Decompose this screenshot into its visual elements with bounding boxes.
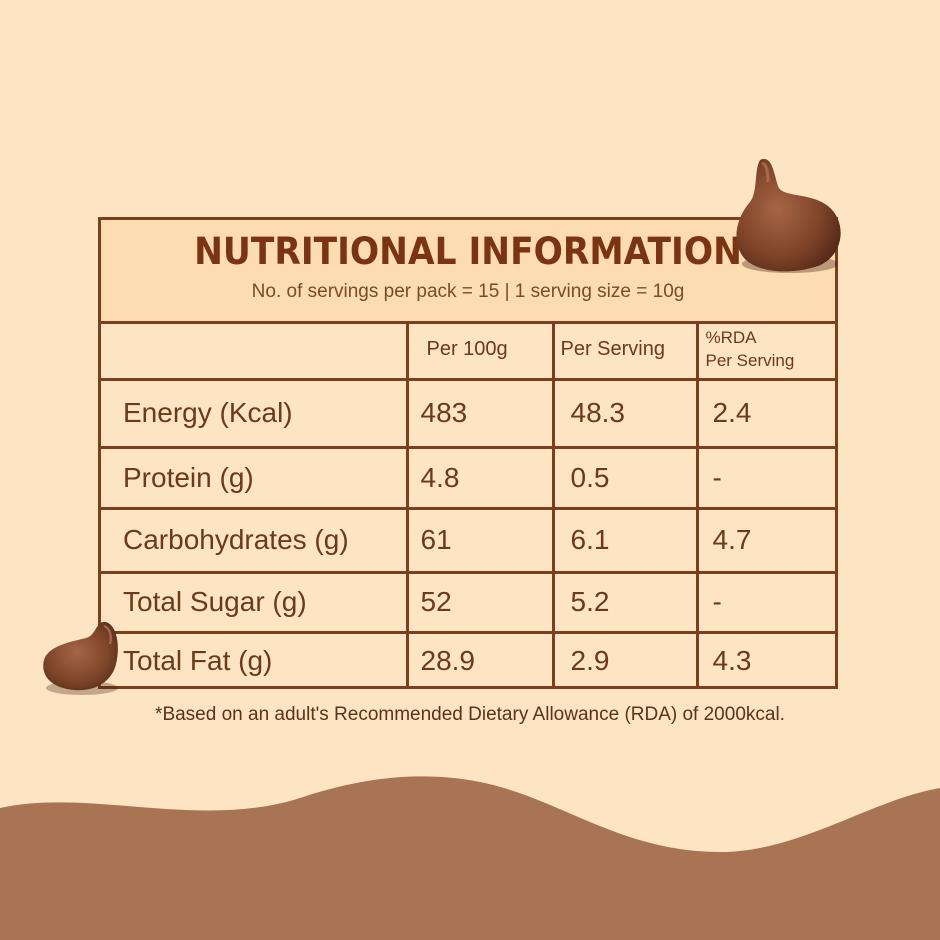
value-per-serving: 48.3 bbox=[551, 377, 699, 449]
chocolate-chip-icon bbox=[736, 158, 841, 273]
nutrient-name: Protein (g) bbox=[101, 445, 409, 510]
nutrition-panel: NUTRITIONAL INFORMATION No. of servings … bbox=[98, 217, 838, 689]
value-per-serving: 0.5 bbox=[551, 445, 699, 510]
nutrient-name: Energy (Kcal) bbox=[101, 377, 409, 449]
panel-title: NUTRITIONAL INFORMATION bbox=[194, 230, 742, 273]
rda-footnote: *Based on an adult's Recommended Dietary… bbox=[155, 704, 785, 725]
value-rda: 4.3 bbox=[695, 630, 835, 689]
table-row: Protein (g) 4.8 0.5 - bbox=[101, 445, 835, 510]
header-rda-line2: Per Serving bbox=[705, 351, 795, 371]
value-per-100g: 61 bbox=[405, 506, 555, 574]
serving-info: No. of servings per pack = 15 | 1 servin… bbox=[251, 281, 685, 302]
value-rda: 2.4 bbox=[695, 377, 835, 449]
value-per-serving: 2.9 bbox=[551, 630, 699, 689]
value-rda: - bbox=[695, 570, 835, 634]
value-rda: - bbox=[695, 445, 835, 510]
nutrition-table: Per 100g Per Serving %RDA Per Serving En… bbox=[101, 321, 835, 689]
value-rda: 4.7 bbox=[695, 506, 835, 574]
chocolate-chip-icon bbox=[43, 621, 118, 695]
nutrient-name: Total Fat (g) bbox=[101, 630, 409, 689]
table-row: Carbohydrates (g) 61 6.1 4.7 bbox=[101, 506, 835, 574]
value-per-serving: 6.1 bbox=[551, 506, 699, 574]
table-row: Energy (Kcal) 483 48.3 2.4 bbox=[101, 377, 835, 449]
header-per-serving: Per Serving bbox=[551, 321, 699, 381]
table-header-row: Per 100g Per Serving %RDA Per Serving bbox=[101, 321, 835, 381]
table-row: Total Sugar (g) 52 5.2 - bbox=[101, 570, 835, 634]
chocolate-wave bbox=[0, 776, 940, 940]
value-per-100g: 483 bbox=[405, 377, 555, 449]
header-nutrient bbox=[101, 321, 409, 381]
header-rda-line1: %RDA bbox=[705, 328, 757, 348]
value-per-100g: 4.8 bbox=[405, 445, 555, 510]
nutrient-name: Carbohydrates (g) bbox=[101, 506, 409, 574]
nutrient-name: Total Sugar (g) bbox=[101, 570, 409, 634]
value-per-serving: 5.2 bbox=[551, 570, 699, 634]
title-band: NUTRITIONAL INFORMATION No. of servings … bbox=[101, 220, 835, 324]
value-per-100g: 52 bbox=[405, 570, 555, 634]
value-per-100g: 28.9 bbox=[405, 630, 555, 689]
table-row: Total Fat (g) 28.9 2.9 4.3 bbox=[101, 630, 835, 689]
header-rda: %RDA Per Serving bbox=[695, 321, 835, 381]
header-per-100g: Per 100g bbox=[405, 321, 555, 381]
